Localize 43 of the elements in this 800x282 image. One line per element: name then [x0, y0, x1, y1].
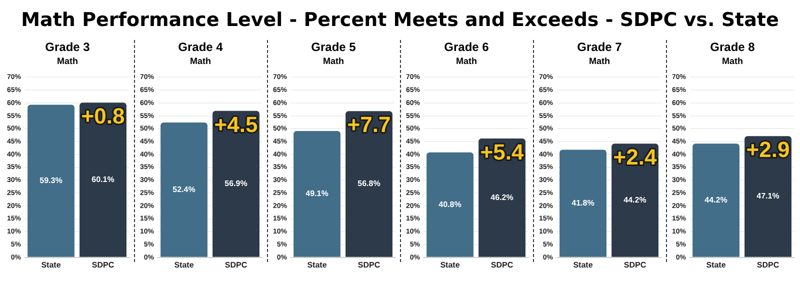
annotation: +2.4: [612, 144, 657, 170]
chart-title: Grade 8: [709, 40, 756, 56]
data-label: 44.2%: [704, 195, 727, 204]
chart-subtitle: Math: [588, 56, 611, 68]
chart-title: Grade 7: [576, 40, 623, 56]
data-label: 41.8%: [571, 198, 594, 208]
chart-title: Grade 6: [443, 40, 490, 56]
annotation: +2.9: [746, 137, 790, 162]
chart-subtitle: Math: [56, 56, 79, 68]
x-tick-label: State: [306, 260, 327, 270]
annotation: +5.4: [480, 140, 524, 165]
x-tick-label: SDPC: [623, 260, 646, 270]
chart-subtitle: Math: [721, 56, 744, 68]
data-label: 46.2%: [490, 192, 513, 202]
data-label: 40.8%: [438, 200, 461, 209]
x-tick-label: State: [174, 260, 194, 270]
data-label: 47.1%: [756, 192, 779, 201]
chart-title: Grade 4: [177, 40, 224, 56]
x-tick-label: SDPC: [224, 260, 247, 270]
chart-title: Grade 5: [310, 40, 357, 56]
data-label: 56.9%: [224, 179, 247, 188]
x-tick-label: SDPC: [490, 260, 513, 270]
data-label: 60.1%: [91, 174, 114, 184]
x-tick-label: State: [572, 260, 593, 270]
annotation: +0.8: [80, 104, 124, 129]
annotation: +7.7: [346, 112, 390, 138]
annotation: +4.5: [214, 112, 258, 137]
x-tick-label: SDPC: [756, 260, 779, 270]
data-label: 56.8%: [357, 179, 380, 188]
data-label: 59.3%: [39, 176, 62, 186]
chart-subtitle: Math: [455, 56, 478, 68]
x-tick-label: SDPC: [91, 260, 114, 270]
data-label: 49.1%: [305, 189, 328, 198]
text: Math Performance Level - Percent Meets and Exceeds - SDPC vs. State: [21, 9, 779, 31]
x-tick-label: State: [40, 260, 61, 270]
data-label: 52.4%: [172, 184, 195, 194]
chart-subtitle: Math: [189, 56, 212, 68]
x-tick-label: State: [706, 260, 726, 270]
data-label: 44.2%: [623, 195, 646, 204]
chart-title: Grade 3: [44, 40, 91, 56]
x-tick-label: State: [440, 260, 460, 270]
x-tick-label: SDPC: [357, 260, 380, 270]
chart-subtitle: Math: [322, 56, 345, 68]
